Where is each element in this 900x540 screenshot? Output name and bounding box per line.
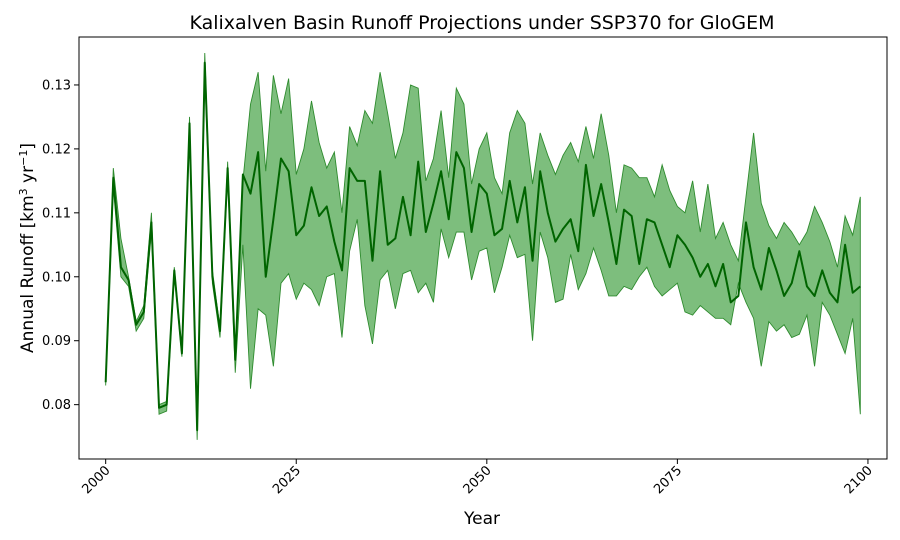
y-tick-label: 0.12	[42, 142, 71, 157]
y-axis-label-end: ]	[18, 143, 38, 150]
plot-frame	[78, 36, 888, 460]
x-axis-label: Year	[463, 509, 500, 529]
y-axis-label-sup2: −1	[17, 150, 30, 166]
y-tick-label: 0.11	[42, 206, 71, 221]
y-axis-label-mid: yr	[18, 166, 38, 188]
plot-area	[104, 52, 861, 440]
runoff-range-band	[105, 52, 861, 440]
y-tick-label: 0.13	[42, 78, 71, 93]
y-axis-label: Annual Runoff [km3 yr−1]	[17, 143, 39, 353]
y-axis-label-main: Annual Runoff [km	[18, 195, 38, 353]
y-axis: 0.08 0.09 0.10 0.11 0.12 0.13	[42, 78, 79, 413]
runoff-mean-line	[104, 61, 861, 432]
y-axis-label-sup1: 3	[17, 188, 30, 195]
y-tick-label: 0.08	[42, 398, 71, 413]
y-tick-label: 0.10	[42, 270, 71, 285]
y-tick-label: 0.09	[42, 334, 71, 349]
chart-title: Kalixalven Basin Runoff Projections unde…	[189, 12, 774, 34]
